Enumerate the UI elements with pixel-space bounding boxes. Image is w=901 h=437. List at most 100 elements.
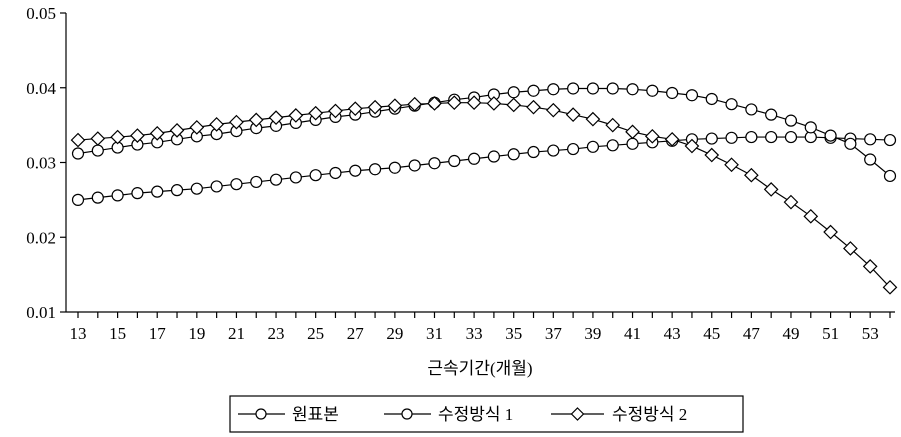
data-point: [111, 189, 124, 202]
data-point: [626, 83, 639, 96]
legend-label-2: 수정방식 1: [438, 405, 513, 424]
data-point: [230, 178, 243, 191]
data-point: [567, 82, 580, 95]
x-tick-label: 27: [347, 324, 365, 343]
data-point: [388, 161, 401, 174]
data-point: [467, 152, 481, 165]
data-point: [745, 130, 758, 144]
data-point: [565, 107, 581, 123]
x-tick-label: 19: [188, 324, 205, 343]
data-point: [110, 129, 125, 145]
legend-circle-marker-icon: [255, 408, 267, 420]
data-point: [783, 194, 799, 210]
y-tick-label: 0.03: [26, 154, 56, 173]
y-tick-label: 0.04: [26, 79, 56, 98]
data-point: [685, 89, 699, 102]
data-point: [705, 92, 718, 106]
legend-diamond-marker-icon: [570, 407, 585, 421]
x-tick-label: 51: [822, 324, 839, 343]
data-point: [170, 184, 184, 197]
data-point: [644, 128, 660, 144]
data-point: [725, 98, 738, 111]
legend-circle-marker-icon: [401, 408, 413, 420]
x-tick-label: 41: [624, 324, 641, 343]
data-point: [209, 117, 224, 132]
data-point: [626, 137, 639, 150]
data-point: [131, 187, 144, 200]
data-point: [487, 150, 501, 163]
data-point: [606, 82, 619, 95]
data-point: [824, 129, 837, 142]
data-point: [368, 163, 382, 176]
x-tick-label: 37: [545, 324, 563, 343]
data-point: [763, 182, 779, 197]
data-point: [784, 130, 798, 144]
data-point: [844, 137, 857, 150]
data-point: [745, 103, 758, 116]
x-axis-title: 근속기간(개월): [427, 359, 532, 378]
data-point: [704, 147, 720, 163]
data-point: [91, 191, 104, 204]
legend-label-3: 수정방식 2: [612, 405, 687, 424]
legend: 원표본 수정방식 1 수정방식 2: [229, 395, 744, 433]
data-point: [506, 97, 522, 113]
y-tick-label: 0.02: [26, 228, 56, 247]
data-point: [527, 145, 540, 159]
data-point: [725, 131, 738, 144]
data-point: [545, 102, 561, 118]
data-point: [547, 83, 560, 96]
data-point: [309, 169, 322, 182]
data-point: [248, 112, 264, 128]
data-point: [486, 96, 502, 111]
data-point: [408, 159, 421, 172]
data-point: [744, 167, 759, 183]
x-tick-label: 13: [70, 324, 87, 343]
data-point: [625, 124, 640, 140]
data-point: [210, 180, 223, 193]
data-point: [586, 140, 600, 153]
data-point: [190, 182, 203, 195]
data-point: [70, 132, 86, 148]
data-point: [149, 125, 165, 141]
x-tick-label: 49: [782, 324, 799, 343]
data-point: [289, 171, 302, 184]
x-tick-label: 31: [426, 324, 443, 343]
x-tick-label: 23: [268, 324, 285, 343]
y-tick-label: 0.01: [26, 303, 56, 322]
data-point: [585, 111, 601, 127]
data-point: [705, 132, 718, 145]
data-point: [567, 142, 580, 156]
data-point: [90, 131, 106, 146]
data-point: [666, 86, 679, 100]
data-point: [507, 148, 520, 161]
data-point: [269, 173, 283, 186]
legend-box: [229, 395, 744, 433]
data-point: [448, 154, 461, 168]
data-point: [823, 224, 838, 240]
data-point: [883, 169, 897, 183]
data-point: [130, 128, 145, 143]
legend-item-1: 원표본: [238, 405, 339, 424]
data-point: [229, 114, 244, 130]
data-point: [605, 117, 621, 133]
legend-item-2: 수정방식 1: [384, 405, 513, 424]
x-tick-label: 39: [584, 324, 601, 343]
data-point: [862, 259, 878, 274]
data-point: [329, 166, 342, 180]
data-point: [71, 147, 85, 160]
data-point: [765, 108, 778, 121]
data-point: [646, 84, 659, 97]
data-point: [250, 175, 263, 189]
data-point: [308, 105, 324, 121]
data-point: [803, 208, 819, 224]
data-point: [387, 98, 403, 114]
data-point: [328, 103, 343, 119]
data-point: [507, 86, 520, 99]
data-point: [527, 84, 540, 97]
data-point: [407, 96, 423, 112]
x-tick-label: 53: [862, 324, 879, 343]
data-point: [349, 164, 362, 177]
legend-label-1: 원표본: [292, 405, 339, 424]
data-point: [804, 121, 817, 134]
data-point: [466, 95, 482, 111]
